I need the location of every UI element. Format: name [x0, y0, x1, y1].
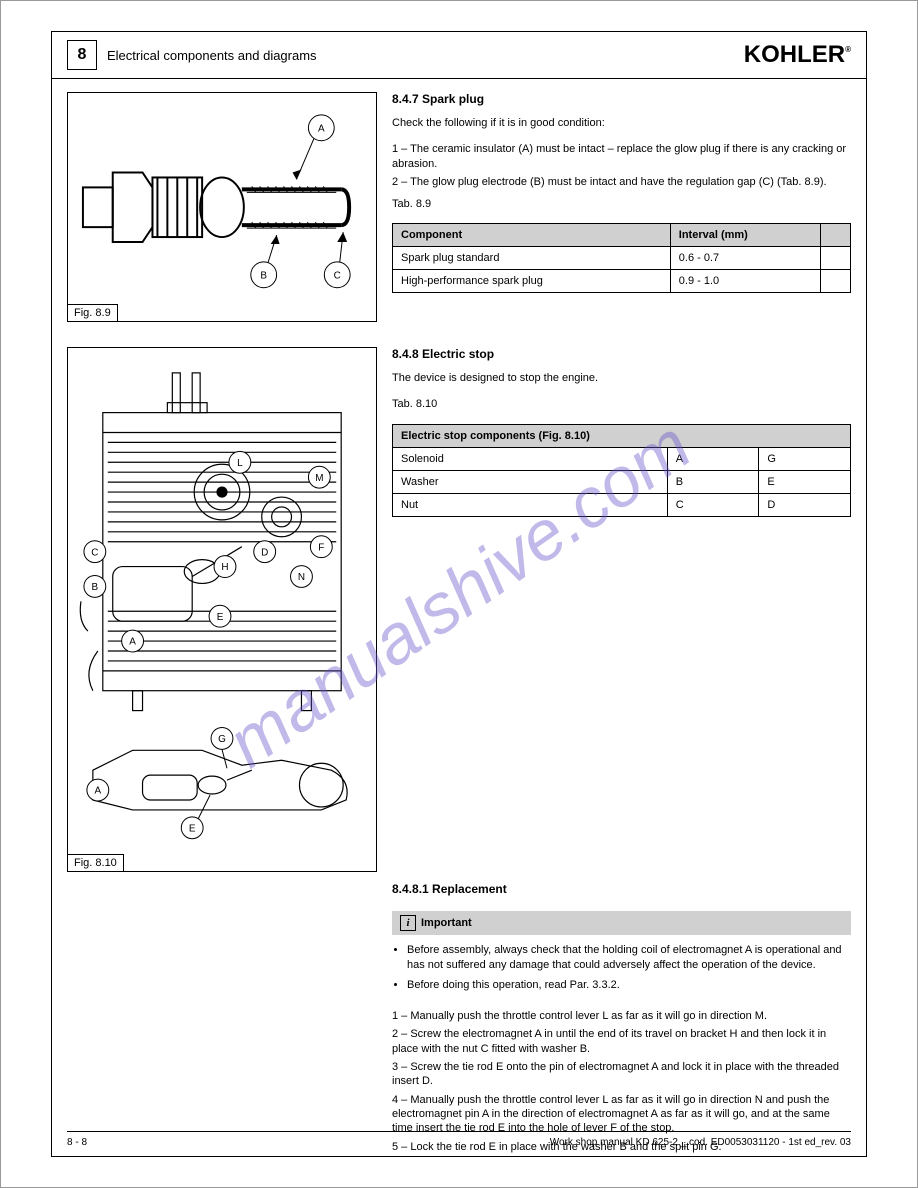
page-title: Electrical components and diagrams	[107, 48, 317, 63]
doc-ref: Work shop manual KD 625-2 _ cod. ED00530…	[550, 1137, 851, 1148]
svg-text:D: D	[261, 547, 268, 558]
page-header: 8 Electrical components and diagrams KOH…	[52, 32, 866, 79]
page: manualshive.com 8 Electrical components …	[0, 0, 918, 1188]
intro-2: The device is designed to stop the engin…	[392, 371, 851, 385]
heading-3: 8.4.8.1 Replacement	[392, 882, 851, 896]
section-8-4-8: 8.4.8 Electric stop The device is design…	[392, 347, 851, 517]
table-cell: A	[667, 447, 759, 470]
heading-2: 8.4.8 Electric stop	[392, 347, 851, 361]
table-cell: E	[759, 470, 851, 493]
item-2: 2 – The glow plug electrode (B) must be …	[392, 175, 851, 189]
table-header: Electric stop components (Fig. 8.10)	[393, 424, 851, 447]
callout-a: A	[318, 123, 325, 134]
table-cell: B	[667, 470, 759, 493]
info-icon: i	[400, 915, 416, 931]
content-area: A B C Fig. 8.9	[52, 92, 866, 1156]
logo: KOHLER®	[744, 41, 851, 69]
page-inner: 8 Electrical components and diagrams KOH…	[51, 31, 867, 1157]
page-number: 8 - 8	[67, 1137, 87, 1148]
important-text: Important	[421, 917, 472, 929]
svg-text:L: L	[237, 458, 243, 469]
tab-label-1: Tab. 8.9	[392, 197, 851, 211]
svg-text:N: N	[298, 572, 305, 583]
table-cell: C	[667, 493, 759, 516]
table-cell: Solenoid	[393, 447, 668, 470]
table-header: Component	[393, 224, 671, 247]
svg-text:B: B	[92, 582, 99, 593]
page-footer: 8 - 8 Work shop manual KD 625-2 _ cod. E…	[67, 1131, 851, 1148]
bullet: Before assembly, always check that the h…	[407, 943, 851, 974]
table-cell	[821, 247, 851, 270]
svg-text:C: C	[91, 547, 98, 558]
table-header	[821, 224, 851, 247]
table-cell: 0.6 - 0.7	[670, 247, 821, 270]
callout-b: B	[260, 270, 267, 281]
step-1: 1 – Manually push the throttle control l…	[392, 1009, 851, 1023]
svg-text:E: E	[189, 823, 196, 834]
table-cell: Spark plug standard	[393, 247, 671, 270]
step-2: 2 – Screw the electromagnet A in until t…	[392, 1027, 851, 1056]
step-3: 3 – Screw the tie rod E onto the pin of …	[392, 1060, 851, 1089]
fig-label-1: Fig. 8.9	[67, 304, 118, 322]
important-banner: i Important	[392, 911, 851, 935]
table-8-9: Component Interval (mm) Spark plug stand…	[392, 223, 851, 293]
step-4: 4 – Manually push the throttle control l…	[392, 1093, 851, 1136]
engine-svg: L M F N C B A H D	[73, 353, 371, 850]
svg-text:G: G	[218, 734, 226, 745]
svg-text:A: A	[129, 637, 136, 648]
table-cell: 0.9 - 1.0	[670, 270, 821, 293]
spark-plug-svg: A B C	[73, 98, 371, 297]
table-cell: Washer	[393, 470, 668, 493]
important-bullets: Before assembly, always check that the h…	[392, 943, 851, 993]
table-header: Interval (mm)	[670, 224, 821, 247]
section-number: 8	[67, 40, 97, 70]
section-8-4-8-1: 8.4.8.1 Replacement i Important Before a…	[392, 882, 851, 1158]
figure-8-9: A B C Fig. 8.9	[67, 92, 377, 322]
svg-text:M: M	[315, 473, 323, 484]
item-1: 1 – The ceramic insulator (A) must be in…	[392, 142, 851, 171]
intro-1: Check the following if it is in good con…	[392, 116, 851, 130]
tab-label-2: Tab. 8.10	[392, 397, 851, 411]
svg-text:F: F	[318, 542, 324, 553]
table-8-10: Electric stop components (Fig. 8.10) Sol…	[392, 424, 851, 517]
svg-text:A: A	[95, 786, 102, 797]
bullet: Before doing this operation, read Par. 3…	[407, 978, 851, 993]
section-8-4-7: 8.4.7 Spark plug Check the following if …	[392, 92, 851, 293]
table-cell: D	[759, 493, 851, 516]
table-cell: G	[759, 447, 851, 470]
table-cell: Nut	[393, 493, 668, 516]
svg-text:H: H	[221, 562, 228, 573]
figure-8-10: L M F N C B A H D	[67, 347, 377, 872]
table-cell	[821, 270, 851, 293]
heading-1: 8.4.7 Spark plug	[392, 92, 851, 106]
fig-label-2: Fig. 8.10	[67, 854, 124, 872]
table-cell: High-performance spark plug	[393, 270, 671, 293]
callout-c: C	[334, 270, 341, 281]
svg-text:E: E	[217, 612, 224, 623]
